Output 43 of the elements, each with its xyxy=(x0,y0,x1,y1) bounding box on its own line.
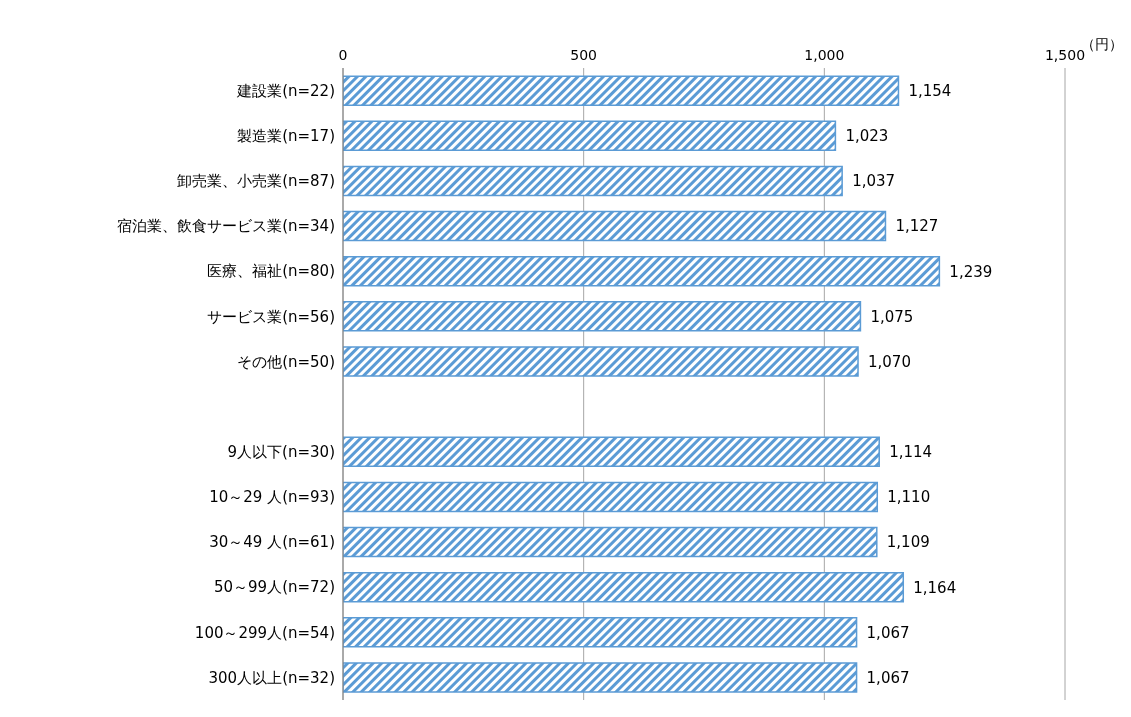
bar xyxy=(343,210,887,242)
x-tick-label: 0 xyxy=(338,47,348,63)
y-tick-label: 300人以上(n=32) xyxy=(208,668,335,687)
y-tick-label: 建設業(n=22) xyxy=(236,81,335,100)
data-label: 1,164 xyxy=(913,578,957,597)
y-tick-label: 卸売業、小売業(n=87) xyxy=(177,172,335,191)
y-tick-label: 10～29 人(n=93) xyxy=(209,488,335,507)
bar xyxy=(343,346,859,377)
data-label: 1,070 xyxy=(868,352,911,371)
data-label: 1,067 xyxy=(866,623,910,642)
x-tick-label: 1,000 xyxy=(804,47,845,63)
bar xyxy=(343,662,858,693)
data-label: 1,067 xyxy=(866,668,910,687)
bar xyxy=(343,165,843,197)
y-tick-label: その他(n=50) xyxy=(237,352,335,371)
bar xyxy=(343,617,858,648)
y-tick-label: 宿泊業、飲食サービス業(n=34) xyxy=(117,217,335,236)
data-label: 1,127 xyxy=(895,217,939,236)
y-tick-label: 医療、福祉(n=80) xyxy=(207,262,335,281)
y-tick-label: 30～49 人(n=61) xyxy=(209,533,335,552)
data-label: 1,239 xyxy=(949,262,993,281)
bar xyxy=(343,120,837,152)
x-tick-label: 500 xyxy=(570,47,598,63)
x-tick-label: 1,500 xyxy=(1044,47,1086,63)
data-label: 1,075 xyxy=(870,307,914,326)
y-tick-label: 50～99人(n=72) xyxy=(213,578,335,597)
data-label: 1,110 xyxy=(887,488,931,507)
bar xyxy=(343,75,900,106)
y-tick-label: 9人以下(n=30) xyxy=(227,443,335,462)
data-label: 1,154 xyxy=(908,81,952,100)
bar xyxy=(343,526,878,558)
data-label: 1,114 xyxy=(889,443,933,462)
bar xyxy=(343,301,862,332)
y-tick-label: サービス業(n=56) xyxy=(207,307,335,326)
bar xyxy=(343,436,880,468)
bar xyxy=(343,571,905,603)
data-label: 1,037 xyxy=(852,172,896,191)
bar xyxy=(343,255,941,287)
data-label: 1,109 xyxy=(886,533,930,552)
y-tick-label: 100～299人(n=54) xyxy=(194,623,335,642)
data-label: 1,023 xyxy=(845,127,889,146)
bar xyxy=(343,481,879,513)
y-tick-label: 製造業(n=17) xyxy=(237,127,335,146)
